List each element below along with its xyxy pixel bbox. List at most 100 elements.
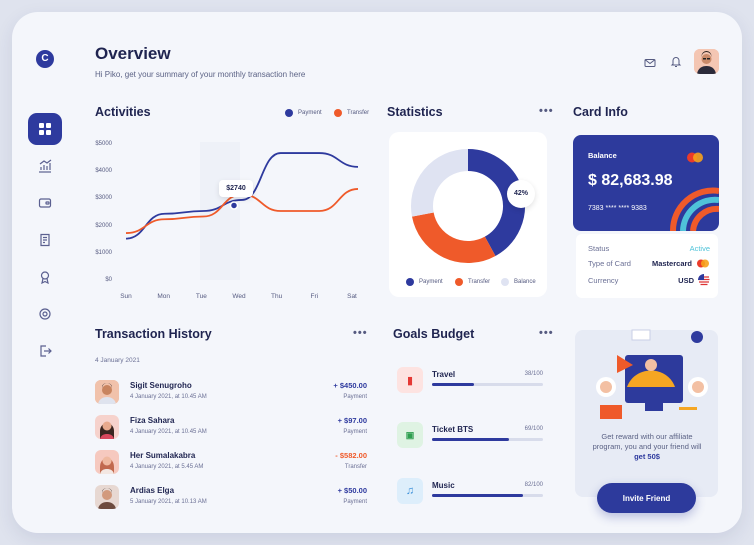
avatar: [95, 450, 119, 474]
transactions-date-header: 4 January 2021: [95, 357, 140, 364]
goal-progress-track: [432, 494, 543, 497]
logout-icon[interactable]: [28, 335, 62, 367]
card-status-row: Status Active: [588, 244, 710, 253]
transaction-row[interactable]: Her Sumalakabra 4 January 2021, at 5.45 …: [95, 446, 367, 476]
goal-progress-track: [432, 438, 543, 441]
goal-progress-fill: [432, 494, 524, 497]
stat-legend-transfer: Transfer: [455, 278, 490, 286]
goal-progress-track: [432, 383, 543, 386]
app-window: C Overview Hi Piko, get your summary of …: [12, 12, 742, 533]
transaction-name: Fiza Sahara: [130, 416, 175, 425]
goals-more-button[interactable]: •••: [539, 327, 554, 339]
chart-tooltip: $2740: [219, 180, 253, 197]
avatar: [95, 485, 119, 509]
statistics-more-button[interactable]: •••: [539, 105, 554, 117]
avatar: [95, 415, 119, 439]
chart-hover-point[interactable]: [229, 201, 239, 210]
music-icon: ♫: [397, 478, 423, 504]
avatar: [95, 380, 119, 404]
stat-legend-label-balance: Balance: [514, 279, 536, 285]
transaction-name: Her Sumalakabra: [130, 451, 196, 460]
mastercard-icon: [686, 150, 704, 163]
mail-icon[interactable]: [644, 56, 656, 68]
invite-friend-button[interactable]: Invite Friend: [597, 483, 696, 513]
card-decoration: [669, 187, 719, 231]
transaction-date: 5 January 2021, at 10.13 AM: [130, 499, 207, 505]
statistics-donut: [411, 149, 525, 263]
card-info-panel: Status Active Type of Card Mastercard Curr…: [576, 234, 718, 298]
donut-slice-transfer: [412, 212, 496, 263]
us-flag-icon: [698, 274, 710, 286]
activities-chart: [125, 142, 359, 280]
goals-title: Goals Budget: [393, 327, 475, 341]
activities-title: Activities: [95, 105, 151, 119]
goal-item[interactable]: ▣ Ticket BTS 69/100: [397, 422, 547, 452]
stat-legend-balance: Balance: [501, 278, 536, 286]
goal-value: 82/100: [524, 482, 543, 488]
statistics-title: Statistics: [387, 105, 443, 119]
series-line-payment: [125, 152, 359, 240]
transaction-name: Ardias Elga: [130, 486, 175, 495]
transaction-type: Payment: [343, 429, 367, 435]
invoice-icon[interactable]: [28, 224, 62, 256]
page-subtitle: Hi Piko, get your summary of your monthl…: [95, 70, 306, 79]
y-tick-label: $1000: [95, 249, 112, 256]
x-tick-label: Wed: [232, 293, 246, 300]
x-tick-label: Fri: [310, 293, 319, 300]
transaction-amount: + $450.00: [333, 381, 367, 390]
wallet-icon[interactable]: [28, 187, 62, 219]
legend-dot-payment: [285, 109, 293, 117]
transaction-amount: + $97.00: [337, 416, 367, 425]
card-balance-label: Balance: [588, 151, 617, 160]
rewards-icon[interactable]: [28, 261, 62, 293]
brand-logo[interactable]: C: [36, 50, 54, 68]
transaction-date: 4 January 2021, at 10.45 AM: [130, 429, 207, 435]
card-type-row: Type of Card Mastercard: [588, 259, 710, 268]
transaction-amount: - $582.00: [335, 451, 367, 460]
transaction-type: Transfer: [344, 464, 367, 470]
card-info-title: Card Info: [573, 105, 628, 119]
transaction-name: Sigit Senugroho: [130, 381, 192, 390]
card-balance: $ 82,683.98: [588, 172, 673, 189]
sidebar: C: [12, 12, 76, 533]
x-tick-label: Sun: [120, 293, 132, 300]
card-currency-value: USD: [678, 275, 694, 285]
luggage-icon: ▮: [397, 367, 423, 393]
card-type-value: Mastercard: [651, 259, 692, 268]
bell-icon[interactable]: [670, 55, 682, 68]
x-tick-label: Mon: [157, 293, 170, 300]
card-status-value: Active: [689, 244, 710, 253]
goal-item[interactable]: ♫ Music 82/100: [397, 478, 547, 508]
dashboard-icon[interactable]: [28, 113, 62, 145]
promo-highlight: get 50$: [634, 452, 660, 462]
goal-value: 38/100: [524, 371, 543, 377]
goal-progress-fill: [432, 438, 509, 441]
credit-card[interactable]: Balance $ 82,683.98 7383 **** **** 9383: [573, 135, 719, 231]
y-tick-label: $4000: [95, 168, 112, 175]
goal-value: 69/100: [524, 426, 543, 432]
legend-label-payment: Payment: [298, 110, 322, 116]
ticket-icon: ▣: [397, 422, 423, 448]
analytics-icon[interactable]: [28, 150, 62, 182]
mastercard-icon: [697, 259, 709, 268]
donut-slice-balance: [411, 149, 469, 217]
transaction-date: 4 January 2021, at 10.45 AM: [130, 394, 207, 400]
card-number: 7383 **** **** 9383: [588, 205, 647, 212]
settings-icon[interactable]: [28, 298, 62, 330]
transaction-row[interactable]: Fiza Sahara 4 January 2021, at 10.45 AM …: [95, 411, 367, 441]
transaction-row[interactable]: Sigit Senugroho 4 January 2021, at 10.45…: [95, 376, 367, 406]
stat-legend-payment: Payment: [406, 278, 443, 286]
goal-item[interactable]: ▮ Travel 38/100: [397, 367, 547, 397]
legend-payment: Payment: [285, 109, 322, 117]
card-status-key: Status: [588, 244, 610, 253]
transaction-type: Payment: [343, 394, 367, 400]
transactions-more-button[interactable]: •••: [353, 327, 368, 339]
card-currency-key: Currency: [588, 275, 619, 285]
avatar[interactable]: [694, 49, 719, 74]
y-tick-label: $3000: [95, 195, 112, 202]
legend-dot-balance: [501, 278, 509, 286]
legend-label-transfer: Transfer: [347, 110, 370, 116]
goal-name: Music: [432, 481, 455, 490]
x-tick-label: Thu: [271, 293, 283, 300]
transaction-row[interactable]: Ardias Elga 5 January 2021, at 10.13 AM …: [95, 481, 367, 511]
